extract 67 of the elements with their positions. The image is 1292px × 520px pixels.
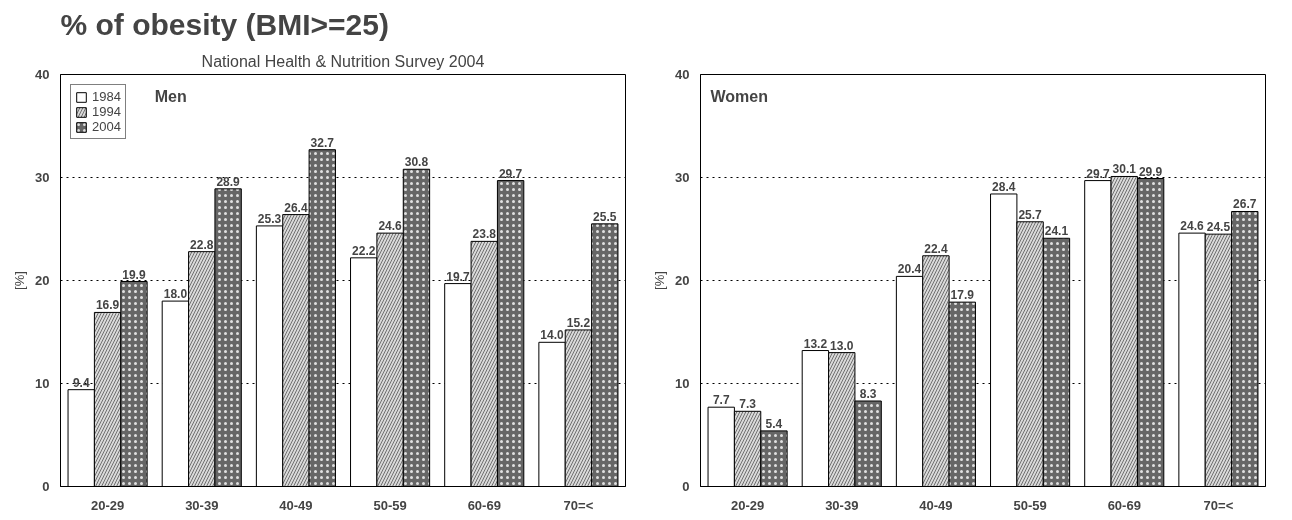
data-label: 25.3: [257, 211, 282, 226]
data-label: 13.0: [830, 338, 854, 353]
data-label: 7.7: [712, 393, 730, 408]
x-tick-label: 60-69: [467, 497, 501, 513]
data-label: 26.4: [284, 200, 308, 215]
legend-label: 2004: [92, 119, 121, 134]
data-label: 22.4: [924, 241, 948, 256]
chart-subtitle: National Health & Nutrition Survey 2004: [201, 52, 485, 70]
data-label: 5.4: [765, 416, 783, 431]
data-label: 24.6: [1180, 219, 1205, 234]
data-label: 25.7: [1018, 207, 1043, 222]
x-tick-label: 70=<: [563, 497, 594, 513]
x-tick-label: 70=<: [1203, 497, 1234, 513]
y-tick-label: 40: [675, 67, 690, 82]
x-tick-label: 50-59: [1013, 497, 1047, 513]
y-tick-label: 40: [35, 67, 50, 82]
data-label: 22.2: [352, 243, 376, 258]
data-label: 24.5: [1206, 220, 1231, 235]
x-tick-label: 30-39: [825, 497, 859, 513]
data-label: 8.3: [859, 387, 877, 402]
y-tick-label: 20: [675, 273, 690, 288]
data-label: 29.7: [1086, 166, 1110, 181]
data-label: 26.7: [1233, 197, 1257, 212]
annotation: Women: [710, 87, 768, 105]
annotation: Men: [154, 87, 187, 105]
x-tick-label: 20-29: [730, 497, 765, 513]
data-label: 16.9: [95, 298, 120, 313]
x-tick-label: 30-39: [185, 497, 219, 513]
y-axis-title: [%]: [12, 271, 28, 290]
data-label: 19.7: [446, 269, 470, 284]
legend-label: 1984: [92, 89, 121, 104]
data-label: 28.4: [992, 179, 1016, 194]
x-tick-label: 50-59: [373, 497, 407, 513]
y-tick-label: 20: [35, 273, 50, 288]
data-label: 19.9: [122, 267, 146, 282]
data-label: 17.9: [950, 288, 975, 303]
data-label: 15.2: [566, 315, 591, 330]
data-label: 14.0: [540, 328, 565, 343]
y-tick-label: 10: [35, 376, 50, 391]
data-label: 28.9: [216, 174, 241, 189]
data-label: 32.7: [310, 135, 335, 150]
data-label: 9.4: [72, 375, 90, 390]
y-axis-title: [%]: [652, 271, 668, 290]
legend-label: 1994: [92, 104, 121, 119]
data-label: 29.9: [1138, 164, 1163, 179]
y-tick-label: 30: [675, 170, 690, 185]
data-label: 18.0: [163, 287, 188, 302]
x-tick-label: 20-29: [90, 497, 125, 513]
x-tick-label: 40-49: [279, 497, 313, 513]
y-tick-label: 0: [682, 479, 690, 494]
data-label: 29.7: [498, 166, 523, 181]
y-tick-label: 10: [675, 376, 690, 391]
data-label: 22.8: [190, 237, 214, 252]
y-tick-label: 30: [35, 170, 50, 185]
data-label: 30.1: [1112, 162, 1137, 177]
data-label: 23.8: [472, 227, 497, 242]
data-label: 30.8: [404, 155, 429, 170]
data-label: 7.3: [739, 397, 757, 412]
x-tick-label: 40-49: [919, 497, 953, 513]
y-tick-label: 0: [42, 479, 50, 494]
chart-title: % of obesity (BMI>=25): [60, 7, 389, 41]
data-label: 24.6: [378, 219, 403, 234]
x-tick-label: 60-69: [1107, 497, 1141, 513]
data-label: 25.5: [593, 209, 617, 224]
data-label: 13.2: [803, 336, 828, 351]
data-label: 20.4: [897, 262, 922, 277]
data-label: 24.1: [1044, 224, 1069, 239]
